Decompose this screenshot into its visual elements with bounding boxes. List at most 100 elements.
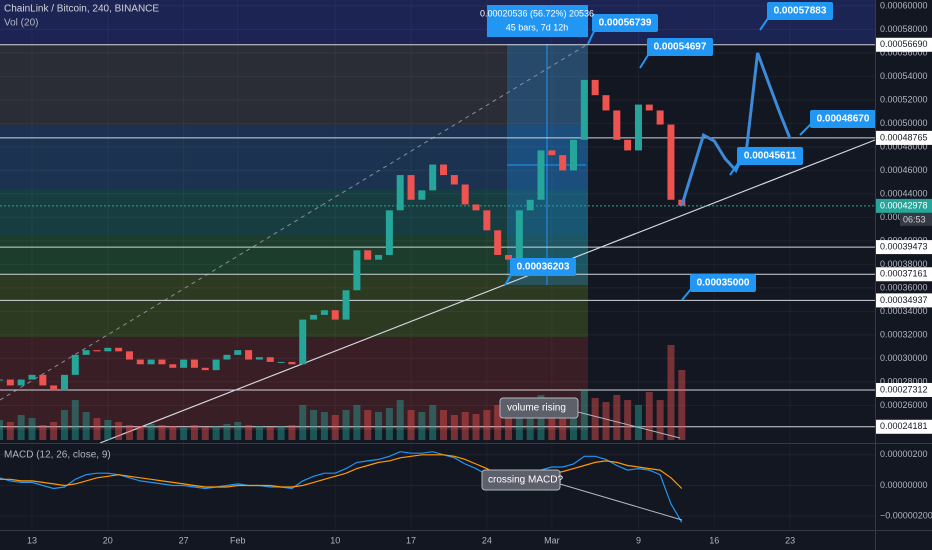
candle <box>472 204 480 211</box>
x-tick-label: 27 <box>179 535 189 545</box>
volume-bar <box>472 414 480 440</box>
macd-line <box>0 451 683 523</box>
candle <box>667 124 675 200</box>
volume-bar <box>505 408 513 440</box>
callout-label: 0.00048670 <box>817 114 870 125</box>
volume-bar <box>125 425 133 440</box>
volume-bar <box>320 412 328 440</box>
volume-bar <box>526 402 534 440</box>
candle <box>147 359 155 365</box>
level-box <box>876 130 932 145</box>
candle <box>656 110 664 125</box>
candle <box>180 359 188 368</box>
x-tick-label: Feb <box>230 535 246 545</box>
current-price-box <box>876 198 932 213</box>
y-tick-label: 0.00052000 <box>880 94 928 104</box>
candle <box>396 175 404 211</box>
callout-label: 0.00056739 <box>599 18 652 29</box>
macd-tick-label: 0.00000000 <box>880 480 928 490</box>
candles <box>0 52 792 391</box>
candle <box>505 254 513 260</box>
callout-label: 0.00054697 <box>654 42 707 53</box>
candle <box>115 347 123 352</box>
callout-label: 0.00045611 <box>744 151 797 162</box>
candle <box>60 374 68 391</box>
volume-bar <box>331 415 339 440</box>
fib-band <box>0 0 875 44</box>
volume-bar <box>483 410 491 440</box>
candle <box>93 350 101 352</box>
candle <box>212 359 220 371</box>
volume-bar <box>515 400 523 440</box>
y-tick-label: 0.00058000 <box>880 24 928 34</box>
fib-band <box>0 337 588 430</box>
volume-bar <box>548 398 556 440</box>
candle <box>418 190 426 200</box>
volume-bar <box>190 425 198 440</box>
volume-bar <box>450 415 458 440</box>
y-tick-label: 0.00026000 <box>880 400 928 410</box>
candle <box>429 164 437 191</box>
candle <box>190 359 198 368</box>
candle <box>223 354 231 360</box>
volume-bar <box>158 425 166 440</box>
volume-bar <box>613 395 621 440</box>
candle <box>6 379 14 386</box>
fib-band <box>0 235 588 275</box>
volume-bar <box>645 392 653 440</box>
volume-bar <box>624 400 632 440</box>
candle <box>158 359 166 365</box>
projection-line <box>680 52 792 207</box>
volume-bar <box>212 426 220 440</box>
level-box <box>876 419 932 434</box>
x-tick-label: 20 <box>103 535 113 545</box>
volume-bar <box>82 412 90 440</box>
candle <box>569 139 577 171</box>
volume-bar <box>440 410 448 440</box>
note: volume rising <box>507 403 566 414</box>
macd-line <box>0 454 683 489</box>
callout-box <box>767 2 833 20</box>
candle <box>385 210 393 255</box>
candle <box>440 164 448 176</box>
volume-bar <box>375 412 383 440</box>
symbol-title: ChainLink / Bitcoin, 240, BINANCE <box>4 4 159 15</box>
volume-bar <box>255 426 263 440</box>
callout-label: 0.00035000 <box>697 278 750 289</box>
measure-text: 0.00020536 (56.72%) 20536 <box>480 8 594 18</box>
level-label: 0.00056690 <box>880 39 928 49</box>
fib-band <box>0 275 588 337</box>
volume-bar <box>353 405 361 440</box>
x-tick-label: 10 <box>330 535 340 545</box>
candle <box>450 175 458 185</box>
candle <box>580 79 588 140</box>
volume-bar <box>0 420 3 440</box>
volume-bar <box>299 405 307 440</box>
candle <box>320 310 328 315</box>
candle <box>125 351 133 360</box>
callout-box <box>647 38 713 56</box>
volume-bar <box>147 424 155 440</box>
volume-bar <box>591 398 599 440</box>
volume-bar <box>364 410 372 440</box>
volume-bar <box>418 412 426 440</box>
candle <box>201 367 209 371</box>
callout-box <box>810 110 876 128</box>
callout-box <box>510 258 576 276</box>
fib-band <box>0 125 588 190</box>
candle <box>331 310 339 320</box>
candle <box>342 290 350 320</box>
level-label: 0.00024181 <box>880 421 928 431</box>
candle <box>375 254 383 260</box>
level-box <box>876 37 932 52</box>
x-tick-label: 23 <box>785 535 795 545</box>
volume-bar <box>342 410 350 440</box>
volume-bar <box>559 402 567 440</box>
volume-bar <box>288 425 296 440</box>
candle <box>494 230 502 255</box>
volume-bar <box>50 422 58 440</box>
y-tick-label: 0.00054000 <box>880 71 928 81</box>
candle <box>71 354 79 375</box>
candle <box>559 155 567 171</box>
overlay: 0.00056739 0.00054697 0.00057883 0.00048670… <box>504 2 876 301</box>
